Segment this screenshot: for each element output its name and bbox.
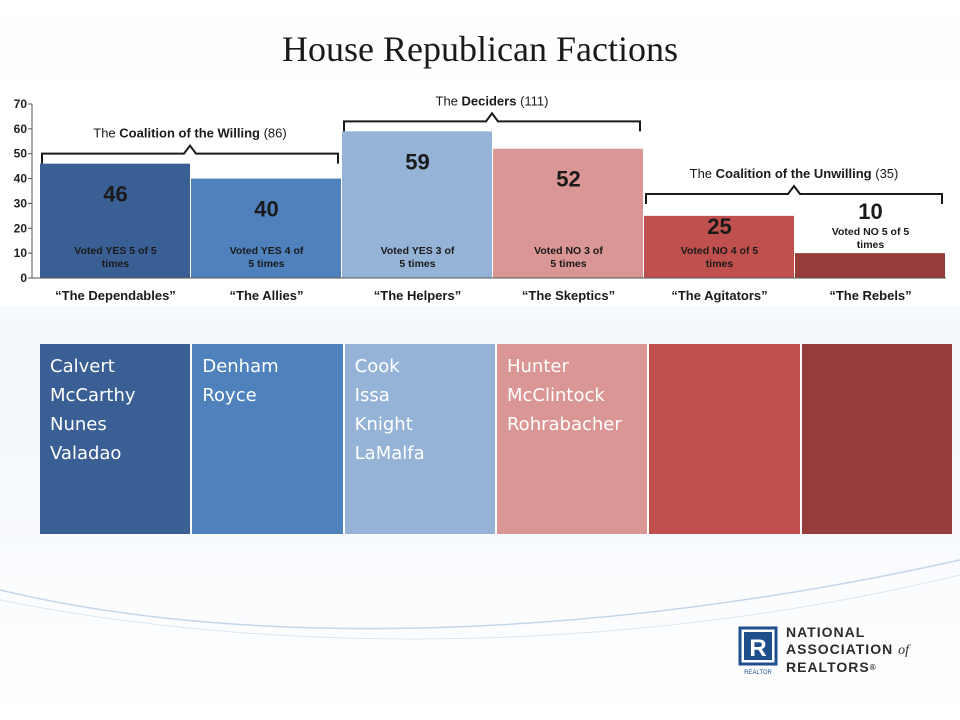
group-label-2-name: Coalition of the Unwilling [716,166,872,181]
group-label-1-name: Deciders [462,93,517,108]
group-label-2: The Coalition of the Unwilling (35) [690,166,899,181]
names-column-2: Cook Issa Knight LaMalfa [344,344,497,534]
bar-note-0-0: Voted YES 5 of 5 [74,245,157,257]
bar-3 [493,148,643,278]
names-column-1: Denham Royce [192,344,345,534]
nar-logo: R REALTOR NATIONAL ASSOCIATION of REALTO… [738,624,938,680]
bar-note-5-0: Voted NO 5 of 5 [832,226,910,238]
y-tick-label-30: 30 [14,196,28,210]
logo-line-1: NATIONAL [786,624,866,640]
y-tick-label-70: 70 [14,97,28,111]
group-label-2-pre: The [690,166,716,181]
logo-line-3-text: REALTORS [786,659,870,675]
bar-value-label-0: 46 [103,182,127,207]
y-tick-label-50: 50 [14,147,28,161]
group-bracket-2 [645,184,943,204]
category-label-0: “The Dependables” [55,288,176,303]
member-name: Calvert [50,356,115,377]
category-label-1: “The Allies” [230,288,304,303]
group-label-0-name: Coalition of the Willing [119,126,260,141]
y-tick-label-20: 20 [14,221,28,235]
member-name: Royce [202,385,257,406]
category-label-4: “The Agitators” [671,288,767,303]
slide-title: House Republican Factions [282,29,678,69]
bar-5 [795,253,945,278]
member-name: LaMalfa [354,443,425,464]
bar-note-1-1: 5 times [248,258,284,270]
member-name: Cook [354,356,400,377]
bar-note-2-1: 5 times [399,258,435,270]
bar-note-2-0: Voted YES 3 of [381,245,455,257]
bar-1 [191,178,341,278]
bar-note-5-1: times [857,239,885,251]
category-label-3: “The Skeptics” [522,288,615,303]
group-bracket-0 [41,143,339,164]
member-name: Nunes [50,414,107,435]
group-bracket-1 [343,111,641,132]
bar-note-4-1: times [706,258,734,270]
bar-note-0-1: times [102,258,130,270]
names-column-4 [649,344,802,534]
logo-line-2-of: of [898,643,909,658]
names-column-3: Hunter McClintock Rohrabacher [496,344,650,534]
bar-2 [342,131,492,278]
member-name: Hunter [506,356,569,377]
names-column-0: Calvert McCarthy Nunes Valadao [40,344,193,534]
y-tick-label-40: 40 [14,172,28,186]
logo-wordmark: NATIONAL ASSOCIATION of REALTORS® [786,624,909,676]
realtor-r-mark-icon: R REALTOR [738,626,778,676]
bar-value-label-4: 25 [707,214,731,239]
bar-0 [40,163,190,278]
group-label-2-count: (35) [872,166,899,181]
logo-line-3: REALTORS® [786,659,877,675]
bar-note-1-0: Voted YES 4 of [230,245,304,257]
bar-4 [644,215,794,278]
y-tick-label-0: 0 [20,271,27,285]
logo-line-2-text: ASSOCIATION [786,641,894,657]
group-label-1: The Deciders (111) [436,93,549,108]
y-tick-label-60: 60 [14,122,28,136]
logo-line-2: ASSOCIATION of [786,641,909,659]
group-label-1-pre: The [436,93,462,108]
bar-value-label-3: 52 [556,167,580,192]
member-name: Denham [202,356,279,377]
logo-mark-caption: REALTOR [744,670,772,676]
group-label-1-count: (111) [516,93,548,108]
bar-value-label-5: 10 [858,199,882,224]
member-name: McCarthy [50,385,136,406]
bar-note-4-0: Voted NO 4 of 5 [681,245,759,257]
member-name: Knight [354,414,413,435]
member-names-table: Calvert McCarthy Nunes Valadao Denham Royce Co… [40,344,952,534]
category-label-5: “The Rebels” [829,288,911,303]
bar-value-label-2: 59 [405,149,429,174]
names-column-5 [801,344,952,534]
group-label-0-count: (86) [260,126,287,141]
bar-value-label-1: 40 [254,197,278,222]
category-label-2: “The Helpers” [374,288,461,303]
member-name: McClintock [506,385,605,406]
member-name: Rohrabacher [506,414,622,435]
group-label-0-pre: The [93,126,119,141]
y-tick-label-10: 10 [14,246,28,260]
member-name: Valadao [50,443,122,464]
bar-note-3-1: 5 times [550,258,586,270]
bar-note-3-0: Voted NO 3 of [534,245,603,257]
group-label-0: The Coalition of the Willing (86) [93,126,286,141]
logo-mark-letter: R [749,635,766,662]
member-name: Issa [354,385,390,406]
